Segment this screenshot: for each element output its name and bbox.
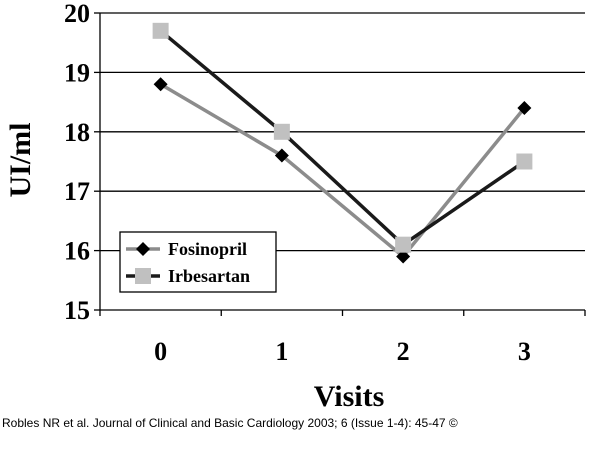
x-tick-label: 3 — [518, 337, 531, 366]
data-point-irbesartan — [152, 22, 169, 39]
data-point-irbesartan — [273, 123, 290, 140]
x-tick-label: 0 — [154, 337, 167, 366]
legend-label: Irbesartan — [168, 266, 250, 286]
legend-swatch-marker — [135, 268, 151, 284]
series-group — [152, 22, 533, 264]
legend-label: Fosinopril — [168, 239, 247, 259]
data-point-irbesartan — [516, 153, 533, 170]
x-tick-label: 2 — [397, 337, 410, 366]
series-line-irbesartan — [159, 29, 526, 247]
y-tick-label: 15 — [64, 296, 90, 325]
axes: 15 16 17 18 19 20 0 1 2 3 — [64, 0, 586, 366]
series-line-fosinopril — [159, 82, 526, 260]
data-point-irbesartan — [395, 236, 412, 253]
data-point-fosinopril — [396, 249, 411, 264]
data-point-fosinopril — [517, 101, 532, 116]
line-chart: 15 16 17 18 19 20 0 1 2 3 Fosinopril Irbesartan UI… — [4, 0, 586, 413]
y-axis-title: UI/ml — [4, 123, 37, 198]
legend: Fosinopril Irbesartan — [119, 231, 277, 293]
legend-swatch-marker — [136, 242, 150, 256]
y-tick-label: 18 — [64, 118, 90, 147]
y-tick-label: 17 — [64, 177, 90, 206]
data-point-fosinopril — [274, 148, 289, 163]
x-axis-title: Visits — [314, 380, 385, 413]
y-tick-label: 19 — [64, 58, 90, 87]
y-tick-label: 20 — [64, 0, 90, 28]
x-tick-label: 1 — [275, 337, 288, 366]
data-point-fosinopril — [153, 77, 168, 92]
citation-text: Robles NR et al. Journal of Clinical and… — [2, 416, 458, 430]
y-tick-label: 16 — [64, 237, 90, 266]
